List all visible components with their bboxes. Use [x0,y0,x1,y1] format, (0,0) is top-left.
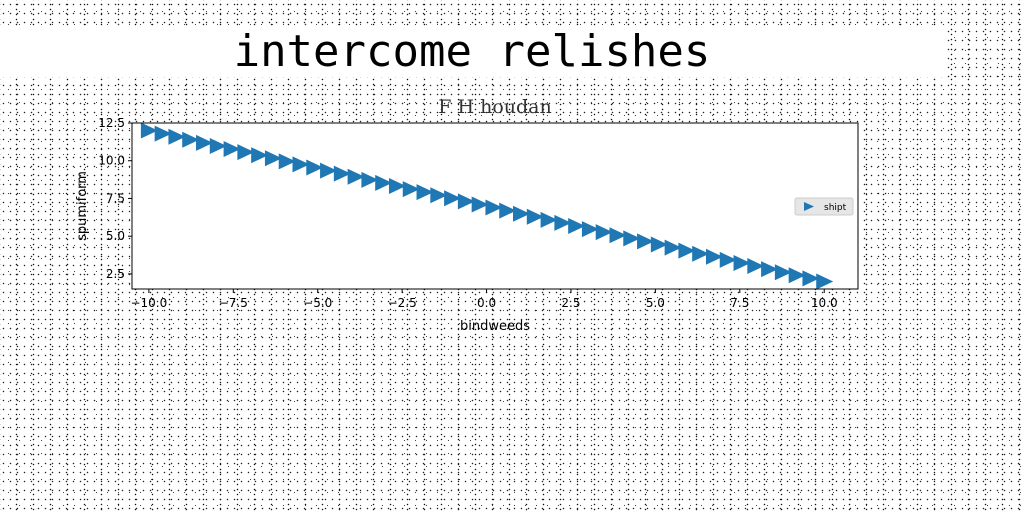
x-axis: −10.0 −7.5 −5.0 −2.5 0.0 2.5 5.0 7.5 10.0 [130,289,838,310]
data-point [457,193,475,210]
data-point [802,270,820,287]
data-point [388,177,406,194]
data-point [237,144,255,161]
data-point [664,239,682,256]
chart-title: F H houdan [438,96,551,118]
legend-box [794,197,854,216]
data-point [251,147,269,164]
x-tick-label: −5.0 [303,296,332,310]
data-point [278,153,296,170]
data-point [678,242,696,259]
y-tick-label: 7.5 [106,191,125,205]
data-point [402,181,420,198]
data-point [540,211,558,228]
x-tick-label: 5.0 [646,296,665,310]
data-point [499,202,517,219]
data-point [595,224,613,241]
data-point [609,227,627,244]
legend-label-shipt: shipt [824,203,847,213]
y-axis-label: spumiform [75,171,90,241]
data-point [761,261,779,278]
data-point [581,221,599,238]
data-point [320,162,338,179]
series-shipt [140,122,834,290]
y-tick-label: 12.5 [98,116,125,130]
data-point [375,174,393,191]
x-tick-label: −7.5 [219,296,248,310]
data-point [774,264,792,281]
data-point [719,251,737,268]
data-point [650,236,668,253]
data-point [637,233,655,250]
data-point [444,190,462,207]
data-point [264,150,282,167]
data-point [554,214,572,231]
data-point [306,159,324,176]
y-tick-label: 2.5 [106,267,125,281]
data-point [209,137,227,154]
x-tick-label: 7.5 [730,296,749,310]
y-tick-label: 5.0 [106,229,125,243]
data-point [416,184,434,201]
data-point [526,208,544,225]
legend-marker-icon [804,202,814,211]
y-axis: 2.5 5.0 7.5 10.0 12.5 [98,116,132,281]
data-point [333,165,351,182]
data-point [568,218,586,235]
data-point [154,125,172,142]
data-point [485,199,503,216]
data-point [196,134,214,151]
data-point [705,248,723,265]
x-tick-label: 2.5 [561,296,580,310]
data-point [140,122,158,139]
data-point [182,131,200,148]
data-point [168,128,186,145]
legend: shipt [794,197,854,216]
data-point [347,168,365,185]
data-point [692,245,710,262]
data-point [361,171,379,188]
data-point [816,273,834,290]
x-tick-label: 0.0 [477,296,496,310]
y-tick-label: 10.0 [98,154,125,168]
data-point [471,196,489,213]
data-point [623,230,641,247]
data-point [292,156,310,173]
x-tick-label: −2.5 [388,296,417,310]
x-tick-label: −10.0 [130,296,167,310]
x-axis-label: bindweeds [460,319,530,334]
x-tick-label: 10.0 [811,296,838,310]
plot-frame [131,122,859,290]
figure-title: intercome relishes [0,26,944,77]
data-point [223,141,241,158]
data-point [788,267,806,284]
data-point [513,205,531,222]
data-point [747,258,765,275]
data-point [430,187,448,204]
data-point [733,254,751,271]
